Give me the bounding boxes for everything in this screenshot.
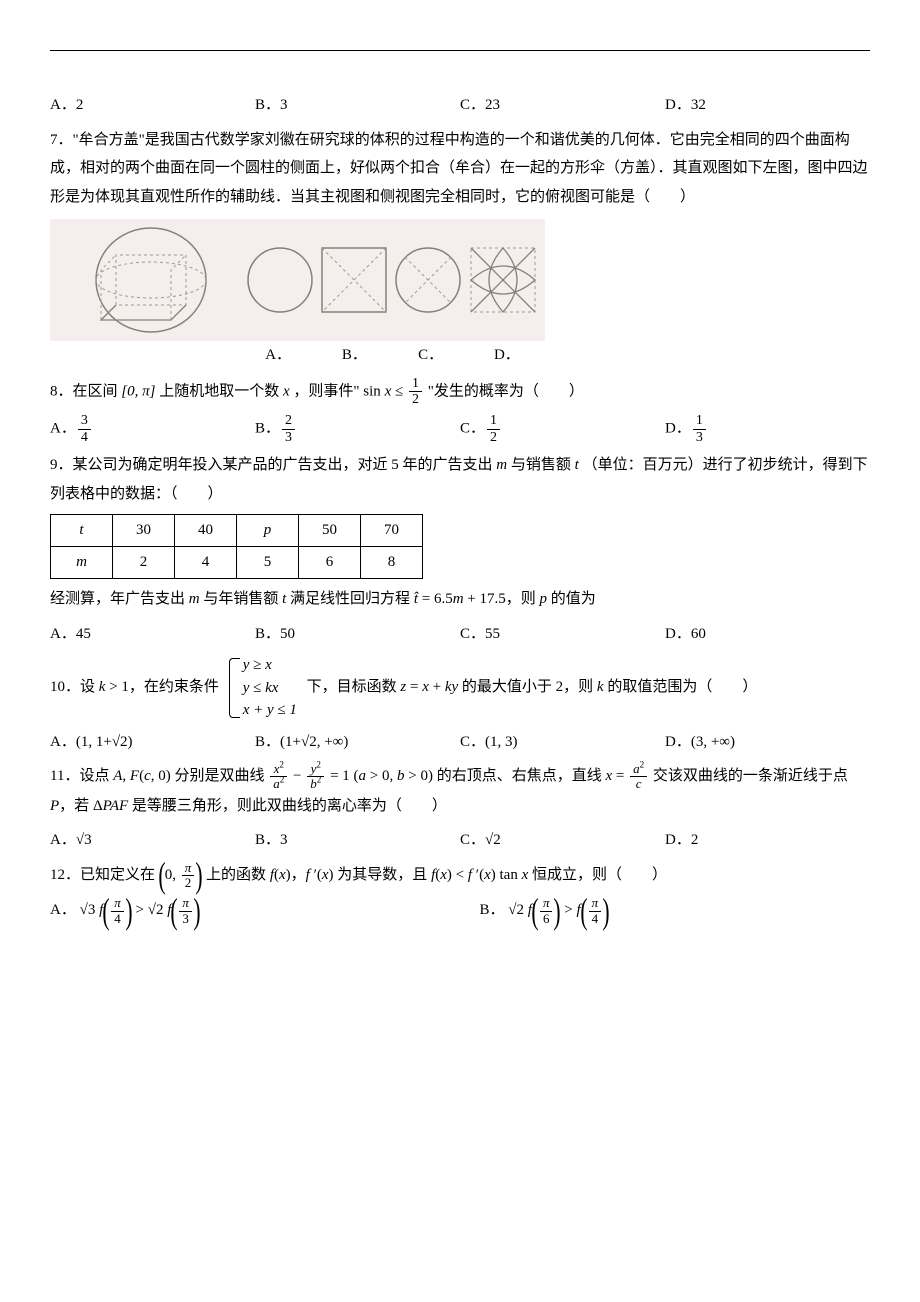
q10-opt-b: B．(1+√2, +∞)	[255, 728, 460, 757]
q8-mid2: ，则事件"	[293, 383, 359, 399]
q7-text: 7．"牟合方盖"是我国古代数学家刘徽在研究球的体积的过程中构造的一个和谐优美的几…	[50, 126, 870, 212]
q9-row1: t3040p5070	[51, 515, 423, 547]
q11-num: 11．	[50, 768, 79, 784]
q10-text: 10．设 k > 1，在约束条件 y ≥ x y ≤ kx x + y ≤ 1 …	[50, 654, 870, 722]
q8-opt-c: C．12	[460, 413, 665, 445]
q11-t4: 交该双曲线的一条渐近线于点	[653, 768, 848, 784]
q9-t4e: 的值为	[547, 591, 596, 607]
q11-t6: 是等腰三角形，则此双曲线的离心率为（ ）	[128, 798, 447, 814]
q9-aftertext: 经测算，年广告支出 m 与年销售额 t 满足线性回归方程 t̂ = 6.5m +…	[50, 585, 870, 614]
q6-c-val: 23	[485, 97, 500, 113]
q9-t4c: 满足线性回归方程	[286, 591, 414, 607]
q9-t4d: ，则	[506, 591, 540, 607]
q9-row2: m24568	[51, 547, 423, 579]
q7-num: 7．	[50, 132, 73, 148]
q8-post: "发生的概率为（ ）	[428, 383, 584, 399]
q11-text: 11．设点 A, F(c, 0) 分别是双曲线 x2a2 − y2b2 = 1 …	[50, 762, 870, 820]
q9-t1: 某公司为确定明年投入某产品的广告支出，对近 5 年的广告支出	[73, 457, 497, 473]
q9-p: p	[540, 591, 548, 607]
q8-opt-b: B．23	[255, 413, 460, 445]
q10-num: 10．	[50, 679, 80, 695]
q10-constraints: y ≥ x y ≤ kx x + y ≤ 1	[229, 654, 297, 722]
q6-opt-c: C．23	[460, 91, 665, 120]
q7-option-labels: A． B． C． D．	[50, 341, 545, 370]
q12-options: A． √3 f(π4) > √2 f(π3) B． √2 f(π6) > f(π…	[50, 896, 870, 926]
q12-opt-b: B． √2 f(π6) > f(π4)	[480, 896, 870, 926]
q10-t2: ，在约束条件	[129, 679, 219, 695]
q10-opt-c: C．(1, 3)	[460, 728, 665, 757]
q9-table: t3040p5070 m24568	[50, 514, 423, 579]
q12-t4: 为其导数，且	[334, 867, 432, 883]
q6-b-val: 3	[280, 97, 288, 113]
q7-label-c: C．	[401, 341, 461, 370]
q11-opt-c: C．√2	[460, 826, 665, 855]
q9-t4a: 经测算，年广告支出	[50, 591, 189, 607]
q8-interval: [0, π]	[121, 383, 155, 399]
q7-figure-strip	[50, 219, 545, 341]
q10-opt-a: A．(1, 1+√2)	[50, 728, 255, 757]
q6-opt-b: B．3	[255, 91, 460, 120]
q11-opt-b: B．3	[255, 826, 460, 855]
q7-option-c-fig	[390, 242, 464, 318]
q12-num: 12．	[50, 867, 80, 883]
q10-t4: 的最大值小于 2，则	[458, 679, 597, 695]
q9-m: m	[496, 457, 507, 473]
q9-num: 9．	[50, 457, 73, 473]
q11-t1: 设点	[79, 768, 113, 784]
top-rule	[50, 50, 870, 51]
q8-var: x	[283, 383, 290, 399]
q6-opt-a: A．2	[50, 91, 255, 120]
q10-options: A．(1, 1+√2) B．(1+√2, +∞) C．(1, 3) D．(3, …	[50, 728, 870, 757]
q10-t3: 下，目标函数	[307, 679, 401, 695]
q8-frac-n: 1	[409, 376, 422, 392]
q12-t1: 已知定义在	[80, 867, 159, 883]
q12-text: 12．已知定义在 (0, π2) 上的函数 f(x)，f ′(x) 为其导数，且…	[50, 861, 870, 891]
q9-text: 9．某公司为确定明年投入某产品的广告支出，对近 5 年的广告支出 m 与销售额 …	[50, 451, 870, 508]
q11-t5: ，若	[59, 798, 93, 814]
q10-t5: 的取值范围为（ ）	[604, 679, 758, 695]
q9-opt-b: B．50	[255, 620, 460, 649]
q7-label-a: A．	[248, 341, 308, 370]
q6-d-val: 32	[691, 97, 706, 113]
q8-mid1: 上随机地取一个数	[159, 383, 279, 399]
q12-t3: ，	[291, 867, 306, 883]
q7-option-d-fig	[465, 242, 539, 318]
q10-opt-d: D．(3, +∞)	[665, 728, 870, 757]
q7-label-b: B．	[324, 341, 384, 370]
q9-opt-c: C．55	[460, 620, 665, 649]
q8-opt-d: D．13	[665, 413, 870, 445]
q8-text: 8．在区间 [0, π] 上随机地取一个数 x ，则事件" sin x ≤ 12…	[50, 376, 870, 408]
q12-t5: 恒成立，则（ ）	[528, 867, 667, 883]
q8-num: 8．	[50, 383, 73, 399]
q7-main-figure	[56, 225, 242, 335]
q9-opt-d: D．60	[665, 620, 870, 649]
q11-opt-a: A．√3	[50, 826, 255, 855]
q8-pre: 在区间	[73, 383, 118, 399]
q12-t2: 上的函数	[206, 867, 270, 883]
q7-label-d: D．	[477, 341, 537, 370]
q7-option-b-fig	[316, 242, 390, 318]
q6-options: A．2 B．3 C．23 D．32	[50, 91, 870, 120]
q11-t2: 分别是双曲线	[171, 768, 269, 784]
q6-opt-d: D．32	[665, 91, 870, 120]
q8-options: A．34 B．23 C．12 D．13	[50, 413, 870, 445]
q9-t2: 与销售额	[507, 457, 575, 473]
q11-opt-d: D．2	[665, 826, 870, 855]
q10-t1: 设	[80, 679, 99, 695]
q7-body: "牟合方盖"是我国古代数学家刘徽在研究球的体积的过程中构造的一个和谐优美的几何体…	[50, 132, 868, 205]
q9-opt-a: A．45	[50, 620, 255, 649]
q11-options: A．√3 B．3 C．√2 D．2	[50, 826, 870, 855]
q8-frac-d: 2	[409, 392, 422, 407]
q12-opt-a: A． √3 f(π4) > √2 f(π3)	[50, 896, 480, 926]
q8-opt-a: A．34	[50, 413, 255, 445]
q9-options: A．45 B．50 C．55 D．60	[50, 620, 870, 649]
q9-t4b: 与年销售额	[200, 591, 283, 607]
q6-a-val: 2	[76, 97, 84, 113]
q11-t3: 的右顶点、右焦点，直线	[437, 768, 606, 784]
q7-option-a-fig	[242, 242, 316, 318]
